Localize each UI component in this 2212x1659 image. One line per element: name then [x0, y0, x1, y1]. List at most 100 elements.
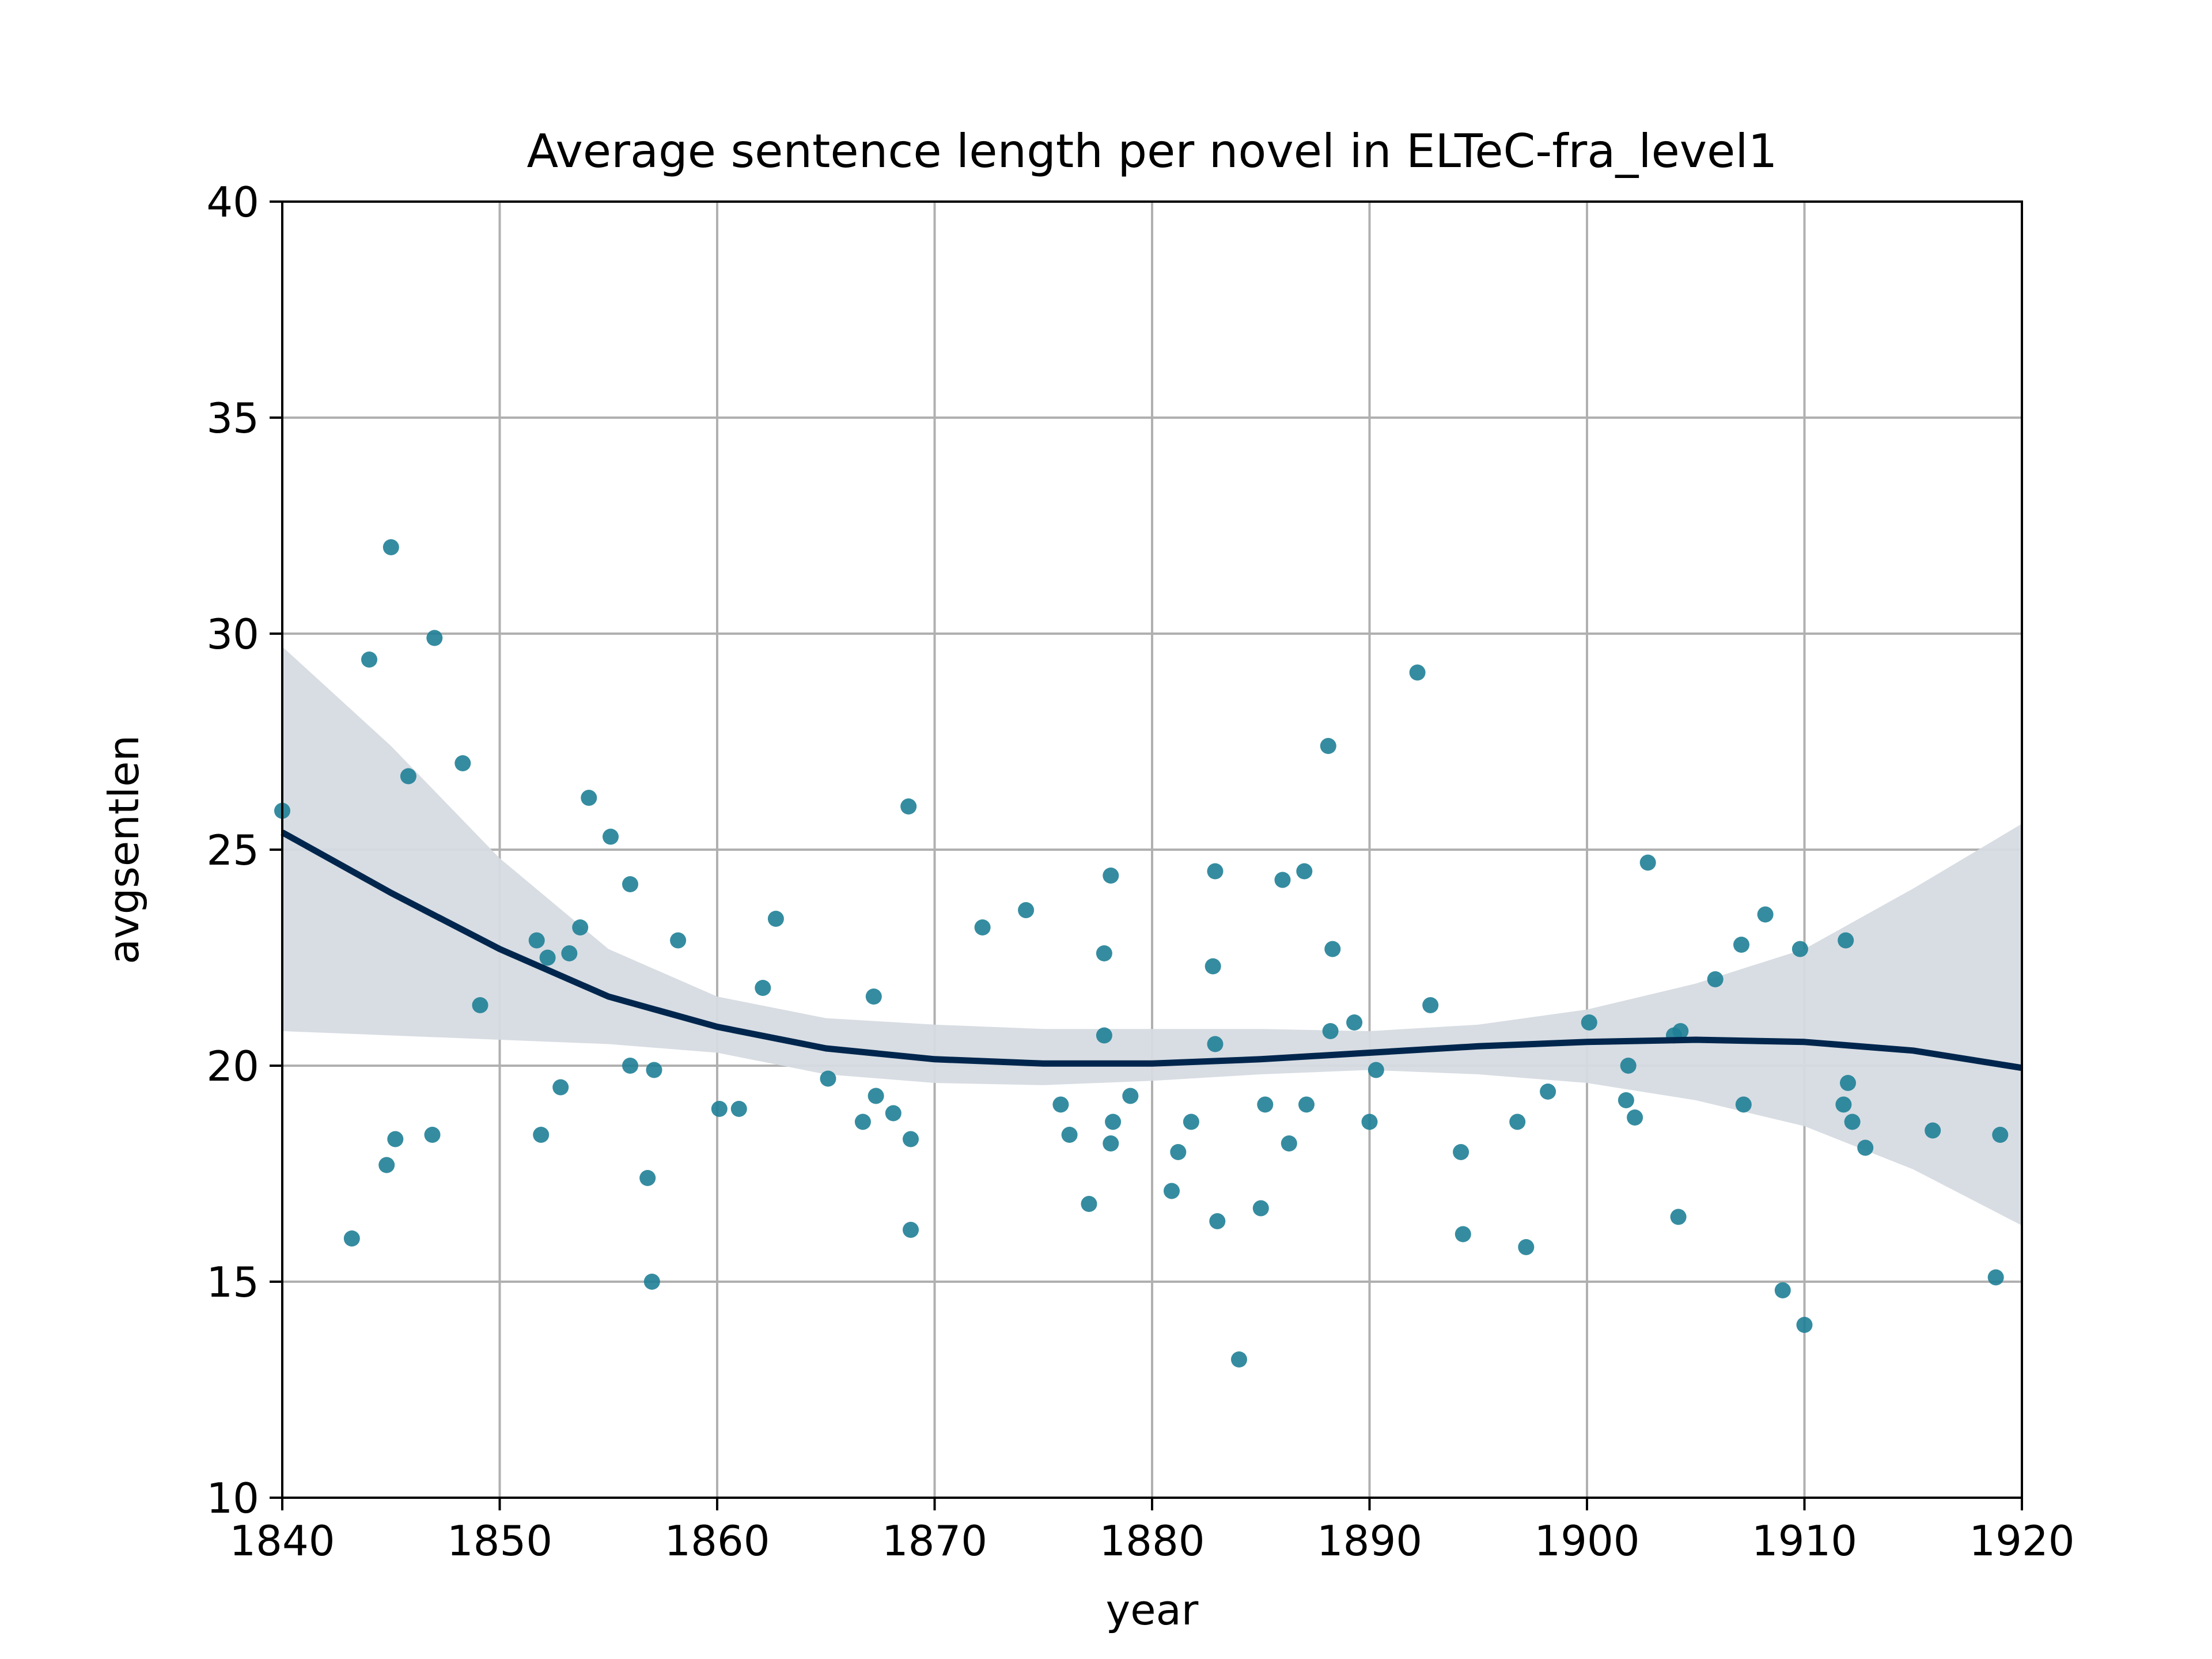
data-point — [1209, 1213, 1226, 1229]
data-point — [1857, 1139, 1874, 1156]
data-point — [885, 1105, 902, 1122]
data-point — [472, 997, 488, 1013]
data-point — [1018, 902, 1035, 918]
data-point — [1170, 1144, 1187, 1160]
data-point — [426, 630, 443, 646]
data-point — [1205, 958, 1221, 975]
data-point — [1322, 1023, 1339, 1039]
data-point — [622, 876, 638, 892]
data-points — [274, 539, 2009, 1368]
data-point — [1453, 1144, 1469, 1160]
data-point — [1796, 1317, 1813, 1333]
data-point — [730, 1101, 747, 1117]
data-point — [900, 798, 917, 815]
data-point — [622, 1058, 638, 1074]
data-point — [1368, 1062, 1384, 1078]
data-point — [1281, 1135, 1297, 1152]
data-point — [1361, 1113, 1378, 1130]
data-point — [1670, 1209, 1687, 1225]
data-point — [387, 1131, 404, 1147]
x-tick-label: 1910 — [1752, 1517, 1857, 1565]
x-tick-label: 1840 — [229, 1517, 335, 1565]
data-point — [400, 768, 416, 785]
data-point — [1518, 1239, 1535, 1255]
data-point — [1296, 863, 1313, 880]
data-point — [1324, 941, 1341, 957]
data-point — [1627, 1109, 1643, 1126]
data-point — [1061, 1127, 1078, 1143]
y-tick-label: 20 — [206, 1042, 259, 1090]
data-point — [361, 652, 377, 668]
y-axis-label: avgsentlen — [100, 735, 148, 964]
data-point — [1052, 1096, 1069, 1113]
data-point — [1844, 1113, 1861, 1130]
data-point — [820, 1070, 836, 1087]
data-point — [755, 980, 771, 996]
data-point — [1987, 1269, 2004, 1286]
data-point — [561, 945, 578, 961]
confidence-band-area — [282, 646, 2022, 1226]
confidence-band — [282, 646, 2022, 1226]
data-point — [1509, 1113, 1526, 1130]
data-point — [1733, 937, 1749, 953]
data-point — [1840, 1075, 1856, 1091]
data-point — [1422, 997, 1439, 1013]
data-point — [1620, 1058, 1637, 1074]
data-point — [1774, 1282, 1791, 1298]
y-tick-label: 40 — [206, 178, 259, 226]
data-point — [1757, 906, 1774, 923]
y-tick-label: 30 — [206, 610, 259, 658]
data-point — [903, 1222, 919, 1238]
data-point — [1164, 1183, 1180, 1199]
data-point — [603, 828, 619, 845]
data-point — [1925, 1122, 1941, 1139]
data-point — [1096, 945, 1112, 961]
y-tick-label: 15 — [206, 1258, 259, 1306]
data-point — [581, 790, 597, 806]
data-point — [1409, 664, 1426, 681]
y-tick-label: 35 — [206, 394, 259, 442]
data-point — [1672, 1023, 1689, 1039]
y-tick-label: 10 — [206, 1474, 259, 1522]
x-tick-label: 1860 — [664, 1517, 770, 1565]
data-point — [646, 1062, 662, 1078]
data-point — [1455, 1226, 1471, 1243]
data-point — [1791, 941, 1808, 957]
data-point — [1838, 932, 1854, 949]
data-point — [528, 932, 545, 949]
data-point — [1252, 1200, 1269, 1217]
data-point — [1231, 1351, 1247, 1368]
data-point — [1081, 1196, 1097, 1212]
x-tick-label: 1880 — [1099, 1517, 1205, 1565]
data-point — [1122, 1088, 1139, 1104]
trend-curve — [281, 830, 2022, 1071]
y-axis-ticks: 10 15 20 25 30 35 40 — [206, 178, 282, 1522]
data-point — [1618, 1092, 1634, 1108]
data-point — [868, 1088, 884, 1104]
data-point — [1707, 971, 1724, 987]
data-point — [552, 1079, 569, 1096]
data-point — [1992, 1127, 2009, 1143]
data-point — [1639, 854, 1656, 871]
data-point — [974, 919, 991, 935]
data-point — [767, 911, 784, 927]
data-point — [1298, 1096, 1315, 1113]
x-axis-label: year — [1106, 1586, 1199, 1634]
data-point — [1274, 872, 1291, 888]
data-point — [1105, 1113, 1122, 1130]
x-tick-label: 1850 — [447, 1517, 552, 1565]
data-point — [1257, 1096, 1274, 1113]
data-point — [1103, 1135, 1119, 1152]
trend-line — [281, 830, 2022, 1071]
data-point — [1103, 868, 1119, 884]
data-point — [1207, 1036, 1224, 1052]
data-point — [865, 988, 882, 1005]
data-point — [424, 1127, 441, 1143]
data-point — [343, 1230, 360, 1247]
data-point — [454, 755, 471, 771]
data-point — [572, 919, 589, 935]
data-point — [1346, 1014, 1363, 1031]
data-point — [1540, 1084, 1556, 1100]
data-point — [1835, 1096, 1852, 1113]
